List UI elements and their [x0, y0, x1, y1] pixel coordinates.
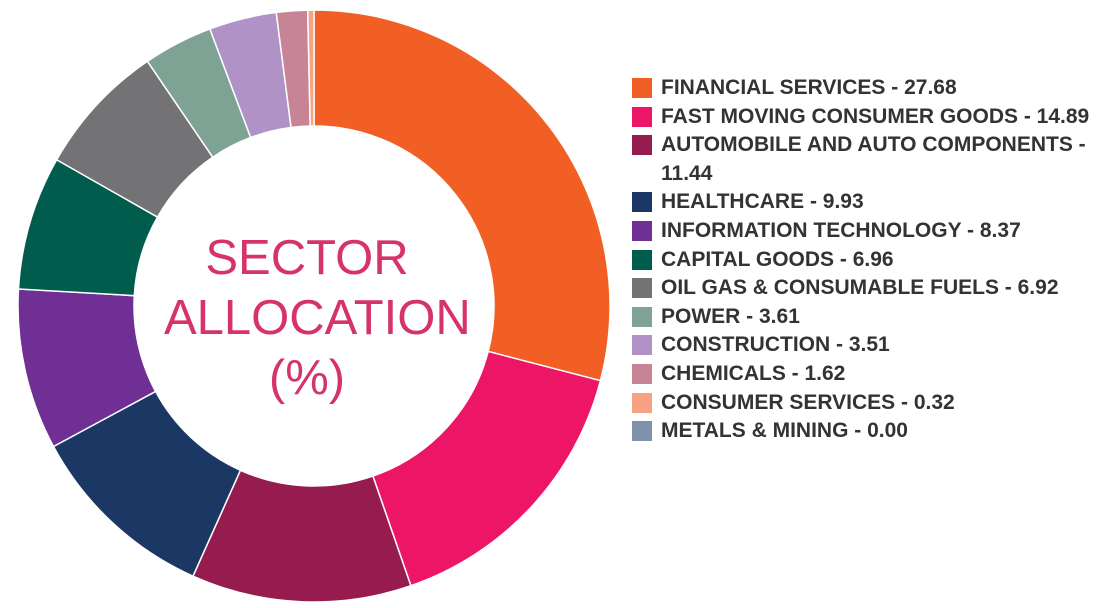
legend-item-10: CONSUMER SERVICES - 0.32: [632, 389, 1112, 418]
donut-slices: [17, 9, 611, 603]
legend-item-8: CONSTRUCTION - 3.51: [632, 331, 1112, 360]
legend-item-1: FAST MOVING CONSUMER GOODS - 14.89: [632, 103, 1112, 132]
legend-swatch-10: [632, 392, 652, 413]
legend-swatch-1: [632, 106, 652, 127]
center-title-line-3: (%): [268, 351, 346, 405]
legend-label-5: CAPITAL GOODS - 6.96: [661, 247, 894, 271]
legend-swatch-9: [632, 363, 652, 384]
legend-item-7: POWER - 3.61: [632, 303, 1112, 332]
legend-swatch-0: [632, 78, 652, 98]
chart-center-title: SECTOR ALLOCATION (%): [164, 228, 471, 408]
center-title-line-1: SECTOR: [205, 231, 409, 285]
legend-label-11: METALS & MINING - 0.00: [661, 419, 908, 443]
legend-swatch-3: [632, 192, 652, 213]
legend-item-2: AUTOMOBILE AND AUTO COMPONENTS - 11.44: [632, 131, 1112, 188]
chart-legend: FINANCIAL SERVICES - 27.68 FAST MOVING CO…: [632, 74, 1112, 446]
legend-label-10: CONSUMER SERVICES - 0.32: [661, 390, 955, 414]
legend-swatch-2: [632, 135, 652, 156]
legend-swatch-5: [632, 249, 652, 270]
legend-swatch-8: [632, 335, 652, 356]
legend-swatch-7: [632, 306, 652, 327]
legend-item-4: INFORMATION TECHNOLOGY - 8.37: [632, 217, 1112, 246]
legend-item-6: OIL GAS & CONSUMABLE FUELS - 6.92: [632, 274, 1112, 303]
legend-item-5: CAPITAL GOODS - 6.96: [632, 246, 1112, 275]
legend-swatch-4: [632, 220, 652, 241]
legend-label-4: INFORMATION TECHNOLOGY - 8.37: [661, 218, 1021, 242]
donut-slice-0: [313, 9, 611, 382]
legend-label-1: FAST MOVING CONSUMER GOODS - 14.89: [661, 104, 1090, 128]
legend-label-7: POWER - 3.61: [661, 304, 800, 328]
legend-label-6: OIL GAS & CONSUMABLE FUELS - 6.92: [661, 276, 1059, 300]
legend-label-3: HEALTHCARE - 9.93: [661, 190, 864, 214]
legend-swatch-6: [632, 278, 652, 299]
legend-label-0: FINANCIAL SERVICES - 27.68: [661, 76, 957, 99]
center-title-line-2: ALLOCATION: [164, 291, 471, 345]
legend-label-2: AUTOMOBILE AND AUTO COMPONENTS - 11.44: [661, 133, 1086, 185]
legend-item-9: CHEMICALS - 1.62: [632, 360, 1112, 389]
legend-item-11: METALS & MINING - 0.00: [632, 417, 1112, 446]
donut-slice-1: [371, 350, 602, 587]
legend-item-0: FINANCIAL SERVICES - 27.68: [632, 74, 1112, 103]
legend-swatch-11: [632, 421, 652, 442]
legend-item-3: HEALTHCARE - 9.93: [632, 188, 1112, 217]
legend-label-8: CONSTRUCTION - 3.51: [661, 333, 890, 357]
legend-label-9: CHEMICALS - 1.62: [661, 361, 846, 385]
donut-slice-10: [306, 9, 315, 127]
